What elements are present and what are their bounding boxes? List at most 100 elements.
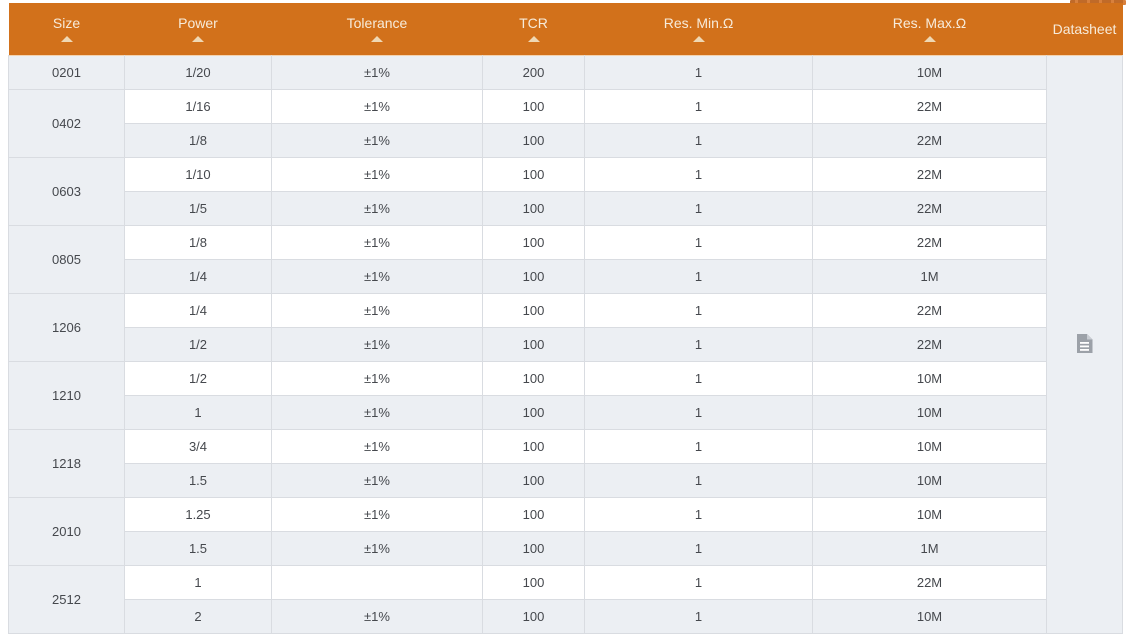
table-row: 1/8 ±1% 100 1 22M [9,123,1123,158]
column-header-tcr[interactable]: TCR [482,3,585,56]
cell-tolerance: ±1% [271,55,483,90]
cell-res-min: 1 [584,497,813,532]
cell-res-max: 1M [812,531,1047,566]
cell-tolerance: ±1% [271,531,483,566]
cell-res-min: 1 [584,157,813,192]
cell-res-min: 1 [584,361,813,396]
sort-asc-icon [192,36,204,42]
cell-res-min: 1 [584,55,813,90]
cell-tcr: 100 [482,327,585,362]
cell-tolerance: ±1% [271,429,483,464]
cell-tolerance: ±1% [271,361,483,396]
cell-power: 1/2 [124,361,272,396]
table-row: 2512 1 100 1 22M [8,565,1123,634]
cell-tcr: 100 [482,395,585,430]
table-row: 0201 1/20 ±1% 200 1 10M [8,55,1123,634]
column-label: Power [178,15,218,31]
table-row: 0402 1/16 ±1% 100 1 22M [8,89,1123,158]
cell-res-min: 1 [584,531,813,566]
cell-tcr: 100 [482,123,585,158]
cell-tolerance: ±1% [271,191,483,226]
cell-tcr: 100 [482,89,585,124]
cell-tcr: 100 [482,361,585,396]
sort-asc-icon [60,36,73,42]
cell-tolerance: ±1% [271,123,483,158]
cell-tcr: 100 [482,191,585,226]
header-row: Size Power Tolerance TCR Res. Min.Ω Res.… [8,3,1123,56]
cell-res-min: 1 [584,191,813,226]
table-row: 0805 1/8 ±1% 100 1 22M [8,225,1123,294]
column-header-res-max[interactable]: Res. Max.Ω [812,3,1047,56]
column-label: Res. Max.Ω [892,15,967,31]
cell-size: 0201 [8,55,125,90]
column-header-datasheet: Datasheet [1046,3,1123,56]
cell-power: 1/4 [124,293,272,328]
cell-res-max: 22M [812,565,1047,600]
cell-tcr: 100 [482,429,585,464]
cell-res-min: 1 [584,599,813,634]
cell-size: 2512 [8,565,125,634]
column-label: TCR [519,15,548,31]
cell-tcr: 100 [482,531,585,566]
cell-res-min: 1 [584,429,813,464]
cell-tolerance: ±1% [271,395,483,430]
table-row: 1/4 ±1% 100 1 1M [9,259,1123,294]
cell-tcr: 100 [482,565,585,600]
cell-res-min: 1 [584,463,813,498]
cell-size: 1206 [8,293,125,362]
cell-res-min: 1 [584,123,813,158]
cell-power: 2 [124,599,272,634]
table-row: 1/2 ±1% 100 1 22M [9,327,1123,362]
table-row: 1206 1/4 ±1% 100 1 22M [8,293,1123,362]
sort-asc-icon [527,36,540,42]
cell-power: 1.25 [124,497,272,532]
cell-res-max: 10M [812,463,1047,498]
column-label: Tolerance [346,15,408,31]
cell-tcr: 200 [482,55,585,90]
cell-power: 1 [124,565,272,600]
cell-size: 1210 [8,361,125,430]
cell-power: 1/5 [124,191,272,226]
cell-res-min: 1 [584,225,813,260]
cell-tolerance [271,565,483,600]
cell-res-max: 10M [812,497,1047,532]
cell-size: 0805 [8,225,125,294]
table-row: 2 ±1% 100 1 10M [9,599,1123,634]
cell-res-max: 1M [812,259,1047,294]
document-icon [1077,333,1093,353]
cell-res-max: 10M [812,361,1047,396]
cell-tcr: 100 [482,157,585,192]
cell-tolerance: ±1% [271,157,483,192]
table-row: 2010 1.25 ±1% 100 1 10M [8,497,1123,566]
column-label: Datasheet [1052,20,1117,37]
cell-tolerance: ±1% [271,89,483,124]
clipped-content-fragment [1070,0,1126,5]
table-row: 1.5 ±1% 100 1 1M [9,531,1123,566]
cell-tolerance: ±1% [271,259,483,294]
cell-power: 1/16 [124,89,272,124]
column-header-tolerance[interactable]: Tolerance [271,3,483,56]
datasheet-link[interactable] [1075,333,1094,354]
cell-res-max: 10M [812,55,1047,90]
cell-tcr: 100 [482,259,585,294]
table-row: 1218 3/4 ±1% 100 1 10M [8,429,1123,498]
cell-res-min: 1 [584,327,813,362]
column-header-res-min[interactable]: Res. Min.Ω [584,3,813,56]
cell-size: 2010 [8,497,125,566]
cell-power: 1/8 [124,225,272,260]
cell-size: 1218 [8,429,125,498]
table-row: 1.5 ±1% 100 1 10M [9,463,1123,498]
cell-power: 1/8 [124,123,272,158]
cell-res-min: 1 [584,89,813,124]
cell-res-max: 22M [812,89,1047,124]
cell-tolerance: ±1% [271,225,483,260]
cell-res-max: 22M [812,293,1047,328]
cell-res-max: 22M [812,191,1047,226]
cell-power: 1/10 [124,157,272,192]
cell-res-max: 22M [812,225,1047,260]
column-header-power[interactable]: Power [124,3,272,56]
column-header-size[interactable]: Size [8,3,125,56]
cell-tolerance: ±1% [271,293,483,328]
resistor-spec-table: Size Power Tolerance TCR Res. Min.Ω Res.… [8,3,1123,634]
cell-tolerance: ±1% [271,599,483,634]
